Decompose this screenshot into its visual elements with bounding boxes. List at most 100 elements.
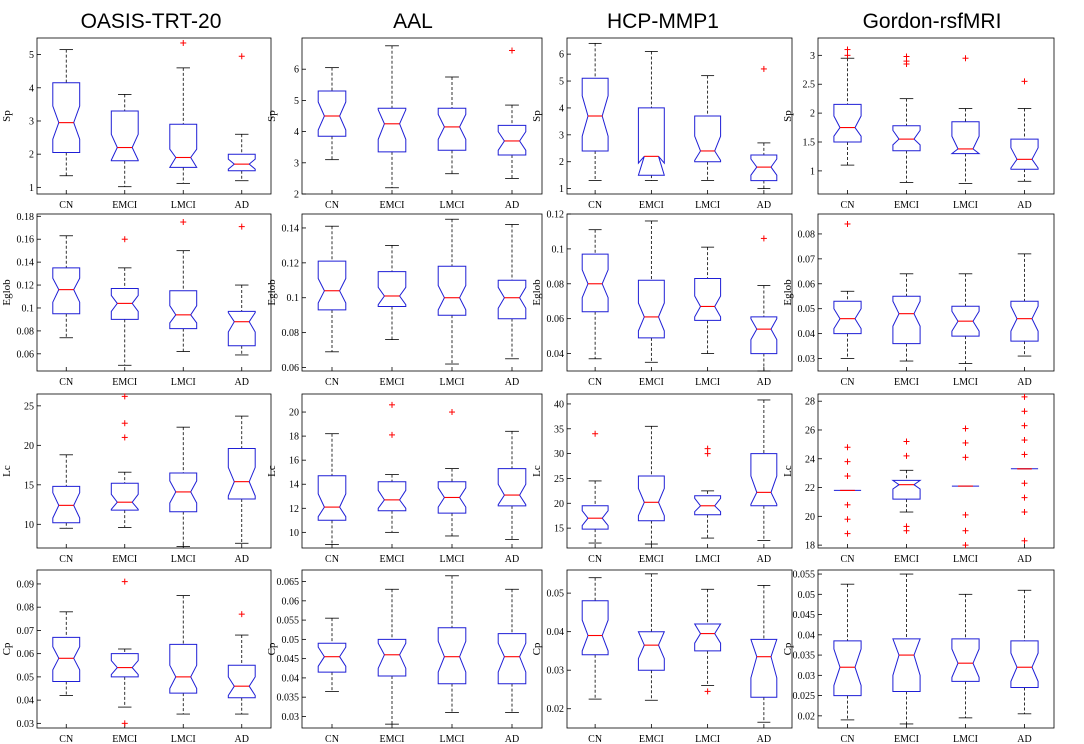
y-tick-label: 0.05 xyxy=(17,672,35,683)
y-tick-label: 0.065 xyxy=(277,577,300,588)
outlier-marker xyxy=(760,235,767,242)
axes-frame xyxy=(817,569,1055,729)
box-ad xyxy=(227,223,256,356)
outlier-marker xyxy=(962,425,969,432)
outlier-marker xyxy=(844,501,851,508)
category-label: EMCI xyxy=(894,734,919,744)
notched-box xyxy=(497,468,527,507)
y-tick-label: 10 xyxy=(289,528,299,539)
box-ad xyxy=(497,47,527,179)
axes-frame xyxy=(36,393,272,549)
notched-box xyxy=(317,475,347,521)
box-cn xyxy=(581,229,609,360)
outlier-marker xyxy=(449,409,455,416)
category-label: LMCI xyxy=(171,377,196,388)
box-emci xyxy=(110,578,139,727)
y-tick-label: 0.06 xyxy=(798,279,816,290)
category-label: CN xyxy=(841,377,855,388)
outlier-marker xyxy=(962,527,969,534)
y-tick-label: 0.03 xyxy=(798,671,816,682)
notched-box xyxy=(227,448,256,500)
y-tick-label: 2 xyxy=(559,157,564,168)
notched-box xyxy=(52,485,81,524)
y-tick-label: 0.04 xyxy=(798,329,816,340)
box-ad xyxy=(497,588,527,713)
axes-frame xyxy=(301,393,543,549)
category-label: CN xyxy=(59,377,73,388)
box-ad xyxy=(497,430,527,540)
y-tick-label: 30 xyxy=(554,449,564,460)
y-tick-label: 0.07 xyxy=(798,254,816,265)
outlier-marker xyxy=(903,452,910,459)
y-tick-label: 3 xyxy=(559,130,564,141)
y-tick-label: 1.5 xyxy=(803,138,816,149)
column-title-hcp: HCP-MMP1 xyxy=(607,10,719,33)
y-tick-label: 2 xyxy=(29,150,34,161)
notched-box xyxy=(892,638,921,692)
category-label: LMCI xyxy=(953,200,978,211)
y-tick-label: 0.04 xyxy=(798,630,816,641)
box-lmci xyxy=(694,75,722,181)
y-tick-label: 25 xyxy=(24,401,34,412)
notched-box xyxy=(1010,640,1039,688)
box-lmci xyxy=(950,55,981,185)
box-cn xyxy=(833,220,862,359)
box-lmci xyxy=(169,426,198,547)
y-tick-label: 15 xyxy=(24,480,34,491)
outlier-marker xyxy=(180,219,187,226)
notched-box xyxy=(950,121,981,155)
y-tick-label: 0.02 xyxy=(547,704,565,715)
outlier-marker xyxy=(704,688,711,695)
outlier-marker xyxy=(1021,437,1028,444)
category-label: AD xyxy=(505,377,519,388)
y-tick-label: 2 xyxy=(294,190,299,201)
box-emci xyxy=(637,51,665,181)
y-tick-label: 0.08 xyxy=(17,603,35,614)
y-tick-label: 0.08 xyxy=(547,279,565,290)
axes-frame xyxy=(301,569,543,729)
notched-box xyxy=(110,110,139,162)
category-label: CN xyxy=(59,554,73,565)
y-tick-label: 0.1 xyxy=(22,303,35,314)
box-cn xyxy=(833,583,862,721)
category-label: AD xyxy=(1017,377,1031,388)
box-ad xyxy=(227,415,256,544)
y-tick-label: 0.1 xyxy=(552,244,565,255)
category-label: AD xyxy=(505,554,519,565)
outlier-marker xyxy=(238,53,245,60)
box-lmci xyxy=(693,588,722,695)
y-tick-label: 0.03 xyxy=(798,354,816,365)
box-cn xyxy=(581,430,609,544)
panel-lc-4: 18 20 22 24 26 28 Lc CN EMCI LMCI AD xyxy=(782,393,1055,565)
y-axis-label: Cp xyxy=(1,642,13,655)
outlier-marker xyxy=(509,47,515,54)
axes-frame xyxy=(36,213,272,372)
notched-box xyxy=(581,77,609,152)
notched-box xyxy=(833,640,862,697)
notched-box xyxy=(169,290,198,330)
box-ad xyxy=(227,53,256,182)
notched-box xyxy=(833,103,862,143)
box-ad xyxy=(497,224,527,360)
y-tick-label: 5 xyxy=(29,50,34,61)
box-cn xyxy=(317,67,347,161)
box-ad xyxy=(227,611,256,715)
y-axis-label: Eglob xyxy=(531,279,543,306)
notched-box xyxy=(377,638,407,677)
notched-box xyxy=(951,638,980,682)
box-emci xyxy=(110,393,139,528)
panel-eglob-3: 0.04 0.06 0.08 0.1 0.12 Eglob CN EMCI LMCI AD xyxy=(531,210,793,388)
notched-box xyxy=(581,505,609,530)
box-cn xyxy=(317,433,347,545)
box-emci xyxy=(637,220,665,363)
category-label: EMCI xyxy=(639,377,664,388)
outlier-marker xyxy=(592,430,599,437)
category-label: CN xyxy=(588,377,602,388)
box-cn xyxy=(52,611,81,696)
y-tick-label: 0.02 xyxy=(798,711,816,722)
y-tick-label: 0.08 xyxy=(282,328,300,339)
box-emci xyxy=(377,588,407,725)
category-label: CN xyxy=(59,200,73,211)
outlier-marker xyxy=(844,52,851,59)
notched-box xyxy=(637,475,665,522)
